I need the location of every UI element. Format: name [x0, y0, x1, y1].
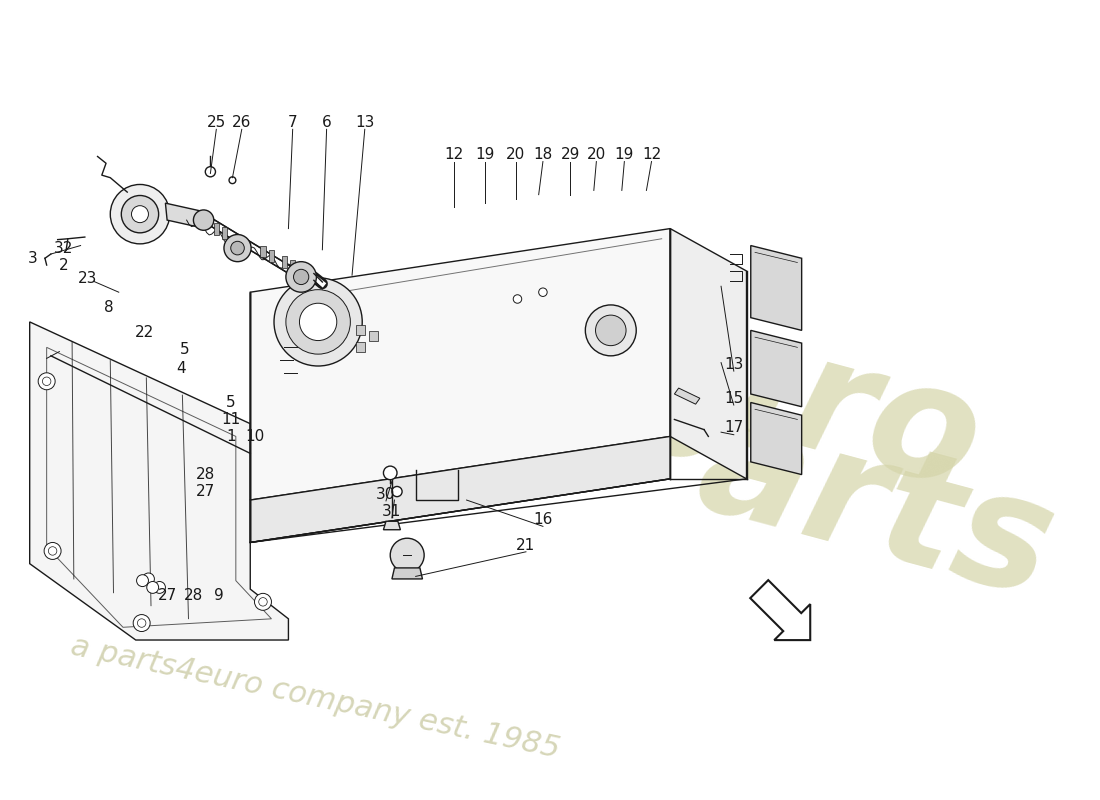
Text: 22: 22 — [134, 326, 154, 341]
Text: 32: 32 — [54, 241, 74, 255]
Text: 13: 13 — [355, 115, 374, 130]
Polygon shape — [165, 203, 206, 229]
Text: 21: 21 — [516, 538, 536, 553]
Polygon shape — [251, 229, 670, 500]
Circle shape — [229, 177, 235, 184]
Circle shape — [514, 294, 521, 303]
Text: 9: 9 — [214, 589, 223, 603]
Text: 27: 27 — [158, 589, 177, 603]
Text: 12: 12 — [444, 147, 463, 162]
Text: 31: 31 — [382, 503, 402, 518]
Text: 16: 16 — [534, 512, 552, 527]
Polygon shape — [384, 522, 400, 530]
Text: 10: 10 — [245, 429, 264, 444]
Polygon shape — [290, 260, 295, 272]
Text: 20: 20 — [506, 147, 526, 162]
Circle shape — [274, 278, 362, 366]
Polygon shape — [251, 437, 670, 542]
Text: 17: 17 — [724, 421, 744, 435]
Text: 20: 20 — [586, 147, 606, 162]
Circle shape — [539, 288, 547, 297]
Text: a parts4euro company est. 1985: a parts4euro company est. 1985 — [68, 631, 562, 764]
Circle shape — [384, 466, 397, 480]
Circle shape — [294, 270, 309, 285]
Circle shape — [39, 373, 55, 390]
Text: 5: 5 — [180, 342, 189, 358]
Circle shape — [286, 262, 317, 292]
Polygon shape — [674, 388, 700, 404]
Circle shape — [224, 234, 251, 262]
Text: 6: 6 — [321, 115, 331, 130]
Polygon shape — [222, 227, 228, 238]
Text: euro: euro — [560, 266, 997, 522]
Circle shape — [44, 542, 62, 559]
Polygon shape — [392, 568, 422, 579]
Text: 19: 19 — [475, 147, 495, 162]
Text: 13: 13 — [724, 357, 744, 372]
Text: 4: 4 — [176, 361, 186, 376]
Circle shape — [392, 486, 403, 497]
Circle shape — [143, 573, 154, 585]
Text: 25: 25 — [207, 115, 226, 130]
Polygon shape — [751, 402, 802, 474]
Text: 27: 27 — [196, 484, 214, 499]
Polygon shape — [261, 246, 265, 258]
Circle shape — [133, 614, 151, 631]
Circle shape — [154, 582, 165, 594]
Text: 29: 29 — [560, 147, 580, 162]
Text: 5: 5 — [226, 395, 235, 410]
Circle shape — [132, 206, 148, 222]
Circle shape — [194, 210, 213, 230]
Text: Parts: Parts — [581, 360, 1070, 630]
Text: 2: 2 — [58, 258, 68, 273]
Circle shape — [390, 538, 425, 572]
Circle shape — [585, 305, 636, 356]
Text: 3: 3 — [28, 250, 37, 266]
Polygon shape — [356, 326, 365, 335]
Circle shape — [206, 166, 216, 177]
Circle shape — [595, 315, 626, 346]
Text: 12: 12 — [642, 147, 661, 162]
Text: 30: 30 — [376, 486, 396, 502]
Circle shape — [299, 303, 337, 341]
Circle shape — [121, 195, 158, 233]
Polygon shape — [750, 580, 811, 640]
Text: 8: 8 — [103, 300, 113, 315]
Polygon shape — [268, 250, 274, 262]
Text: 7: 7 — [288, 115, 297, 130]
Circle shape — [146, 582, 158, 594]
Text: 1: 1 — [226, 429, 235, 444]
Text: 11: 11 — [221, 412, 241, 427]
Polygon shape — [751, 330, 802, 406]
Text: 18: 18 — [534, 147, 552, 162]
Polygon shape — [368, 331, 377, 342]
Text: 23: 23 — [78, 271, 97, 286]
Circle shape — [254, 594, 272, 610]
Polygon shape — [751, 246, 802, 330]
Circle shape — [286, 290, 351, 354]
Circle shape — [110, 185, 169, 244]
Text: 28: 28 — [196, 467, 214, 482]
Polygon shape — [356, 342, 365, 353]
Text: 19: 19 — [615, 147, 634, 162]
Circle shape — [136, 574, 149, 586]
Circle shape — [231, 242, 244, 255]
Text: 26: 26 — [232, 115, 252, 130]
Polygon shape — [30, 322, 288, 640]
Text: 15: 15 — [724, 390, 744, 406]
Polygon shape — [282, 256, 287, 268]
Polygon shape — [670, 229, 747, 479]
Polygon shape — [213, 222, 219, 234]
Text: 28: 28 — [184, 589, 204, 603]
